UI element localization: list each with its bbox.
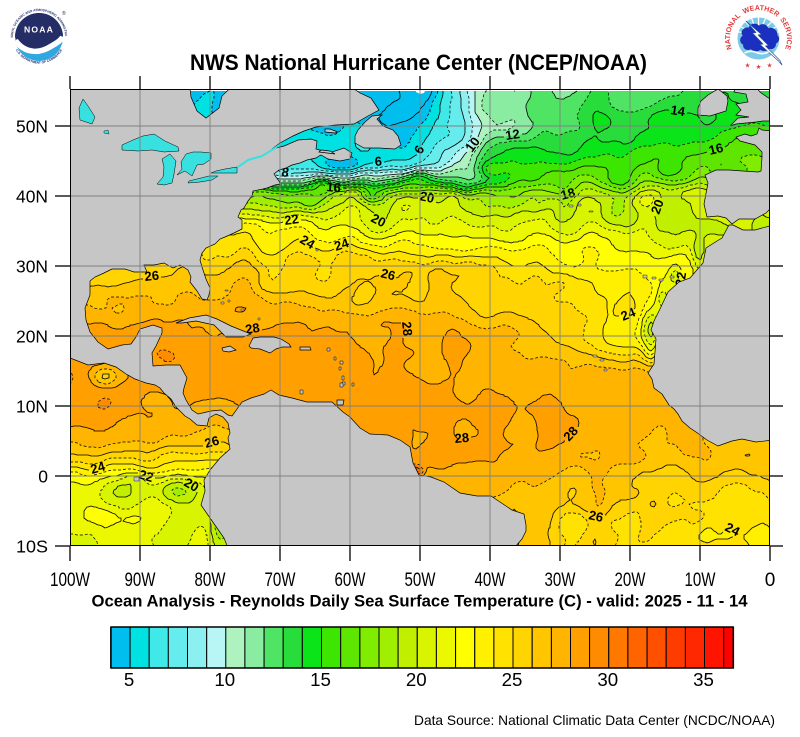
svg-text:30W: 30W (545, 570, 576, 591)
svg-text:20W: 20W (615, 570, 646, 591)
svg-text:24: 24 (619, 304, 639, 324)
svg-text:20: 20 (406, 669, 427, 690)
svg-text:30N: 30N (16, 257, 48, 277)
svg-text:Ocean Analysis - Reynolds Dail: Ocean Analysis - Reynolds Daily Sea Surf… (92, 593, 748, 611)
svg-text:26: 26 (203, 433, 221, 451)
svg-text:24: 24 (89, 458, 108, 477)
svg-text:40W: 40W (475, 570, 506, 591)
svg-text:15: 15 (310, 669, 331, 690)
svg-text:26: 26 (144, 268, 160, 284)
svg-text:60W: 60W (335, 570, 366, 591)
svg-text:20N: 20N (16, 327, 48, 347)
svg-text:10: 10 (214, 669, 235, 690)
svg-text:16: 16 (707, 140, 725, 158)
svg-text:Data Source: National Climatic: Data Source: National Climatic Data Cent… (414, 712, 775, 728)
svg-text:0: 0 (765, 570, 776, 591)
svg-text:50W: 50W (405, 570, 436, 591)
svg-text:26: 26 (379, 265, 397, 283)
svg-text:6: 6 (374, 154, 382, 169)
svg-text:80W: 80W (195, 570, 226, 591)
svg-text:10W: 10W (685, 570, 716, 591)
svg-text:50N: 50N (16, 117, 48, 137)
svg-text:30: 30 (597, 669, 618, 690)
svg-text:10: 10 (462, 134, 483, 155)
svg-text:8: 8 (281, 164, 290, 180)
svg-text:NWS National Hurricane Center: NWS National Hurricane Center (NCEP/NOAA… (190, 50, 647, 75)
svg-text:26: 26 (587, 507, 604, 525)
svg-text:24: 24 (723, 519, 743, 539)
svg-text:35: 35 (693, 669, 714, 690)
svg-text:0: 0 (38, 467, 48, 487)
svg-text:24: 24 (332, 235, 351, 254)
svg-text:★: ★ (756, 63, 762, 71)
svg-text:90W: 90W (125, 570, 156, 591)
svg-text:20: 20 (418, 188, 435, 206)
svg-text:100W: 100W (50, 570, 90, 591)
svg-text:14: 14 (670, 102, 687, 119)
svg-text:25: 25 (502, 669, 523, 690)
svg-text:18: 18 (559, 185, 577, 203)
svg-text:★: ★ (745, 62, 751, 70)
svg-text:NOAA: NOAA (24, 25, 54, 35)
svg-text:10S: 10S (16, 537, 48, 557)
svg-text:20: 20 (182, 475, 202, 495)
svg-text:40N: 40N (16, 187, 48, 207)
svg-text:16: 16 (326, 179, 342, 195)
svg-text:20: 20 (369, 210, 389, 230)
svg-text:★: ★ (767, 62, 773, 70)
svg-text:®: ® (62, 10, 66, 17)
svg-text:28: 28 (399, 321, 415, 337)
svg-text:5: 5 (124, 669, 134, 690)
svg-text:22: 22 (283, 211, 299, 228)
svg-text:12: 12 (504, 126, 520, 143)
svg-text:70W: 70W (265, 570, 296, 591)
svg-text:10N: 10N (16, 397, 48, 417)
svg-text:20: 20 (648, 197, 667, 216)
svg-text:28: 28 (454, 430, 470, 446)
